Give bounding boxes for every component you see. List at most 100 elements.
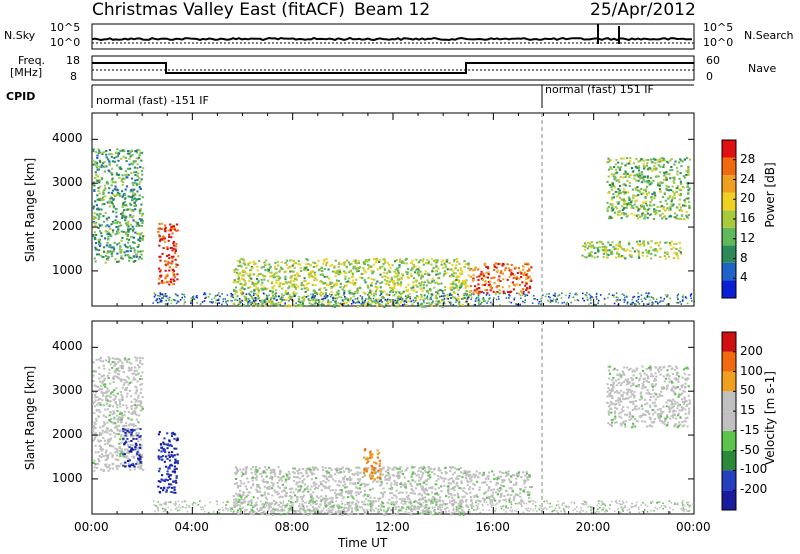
range-cell [106, 258, 109, 261]
range-cell [294, 494, 297, 497]
range-cell [586, 299, 589, 301]
range-cell [305, 472, 308, 475]
range-cell [590, 250, 593, 253]
range-cell [260, 278, 263, 281]
range-cell [103, 189, 106, 192]
range-cell [118, 424, 121, 427]
range-cell [449, 297, 452, 299]
range-cell [622, 190, 625, 193]
range-cell [323, 286, 326, 289]
range-cell [524, 295, 526, 297]
range-cell [357, 262, 360, 265]
range-cell [268, 263, 271, 266]
range-cell [239, 282, 242, 285]
range-cell [107, 466, 110, 468]
range-cell [124, 388, 127, 391]
range-cell [286, 475, 289, 478]
range-cell [104, 237, 107, 240]
range-cell [437, 469, 440, 472]
range-cell [299, 301, 301, 304]
range-cell [175, 242, 178, 245]
range-cell [106, 374, 109, 377]
range-cell [400, 299, 404, 302]
range-cell [430, 502, 433, 505]
range-cell [105, 463, 108, 466]
range-cell [437, 282, 440, 285]
range-cell [119, 429, 122, 432]
range-cell [676, 173, 679, 176]
range-cell [92, 374, 95, 377]
range-cell [430, 500, 433, 503]
range-cell [111, 462, 114, 465]
range-cell [237, 264, 240, 267]
range-cell [513, 284, 517, 287]
range-cell [114, 435, 117, 438]
range-cell [433, 260, 436, 262]
range-cell [298, 480, 301, 483]
range-cell [430, 293, 432, 296]
range-cell [309, 470, 312, 473]
range-cell [602, 252, 605, 255]
range-cell [290, 259, 293, 262]
range-cell [456, 275, 459, 278]
range-cell [443, 301, 446, 304]
range-cell [282, 283, 285, 285]
range-cell [96, 208, 99, 211]
range-cell [119, 150, 122, 152]
range-cell [126, 448, 129, 451]
range-cell [441, 289, 444, 292]
range-cell [678, 188, 681, 191]
range-cell [520, 272, 523, 275]
range-cell [450, 477, 454, 480]
range-cell [323, 260, 326, 263]
range-cell [357, 270, 360, 272]
range-cell [667, 294, 669, 296]
range-cell [112, 203, 115, 206]
range-cell [410, 269, 413, 272]
range-cell [461, 303, 464, 306]
range-cell [135, 406, 138, 409]
range-cell [138, 224, 141, 227]
range-cell [662, 216, 665, 218]
range-cell [315, 302, 317, 304]
range-cell [248, 300, 250, 303]
range-cell [141, 407, 144, 410]
range-cell [329, 500, 332, 503]
range-cell [658, 184, 662, 187]
range-cell [255, 285, 258, 288]
range-cell [237, 303, 240, 306]
range-cell [111, 231, 114, 234]
range-cell [131, 429, 134, 432]
range-cell [531, 302, 534, 304]
range-cell [301, 303, 305, 306]
range-cell [168, 467, 171, 470]
range-cell [621, 212, 624, 215]
range-cell [425, 493, 428, 496]
range-cell [298, 510, 301, 513]
range-cell [467, 475, 470, 478]
range-cell [616, 195, 619, 198]
range-cell [119, 251, 122, 254]
range-cell [127, 241, 130, 244]
range-cell [283, 489, 286, 492]
range-cell [139, 235, 142, 238]
range-cell [169, 443, 172, 446]
range-cell [411, 259, 414, 262]
range-cell [287, 267, 290, 270]
range-cell [291, 467, 295, 470]
range-cell [121, 236, 124, 239]
range-cell [617, 202, 620, 205]
range-cell [173, 244, 176, 247]
range-cell [162, 441, 165, 444]
range-cell [437, 493, 440, 496]
range-cell [100, 385, 103, 388]
range-cell [323, 258, 326, 261]
range-cell [337, 472, 340, 474]
range-cell [644, 190, 647, 193]
range-cell [410, 300, 413, 303]
range-cell [139, 209, 142, 212]
range-cell [174, 248, 177, 251]
range-cell [264, 288, 267, 291]
range-cell [104, 261, 107, 264]
range-cell [596, 241, 599, 244]
